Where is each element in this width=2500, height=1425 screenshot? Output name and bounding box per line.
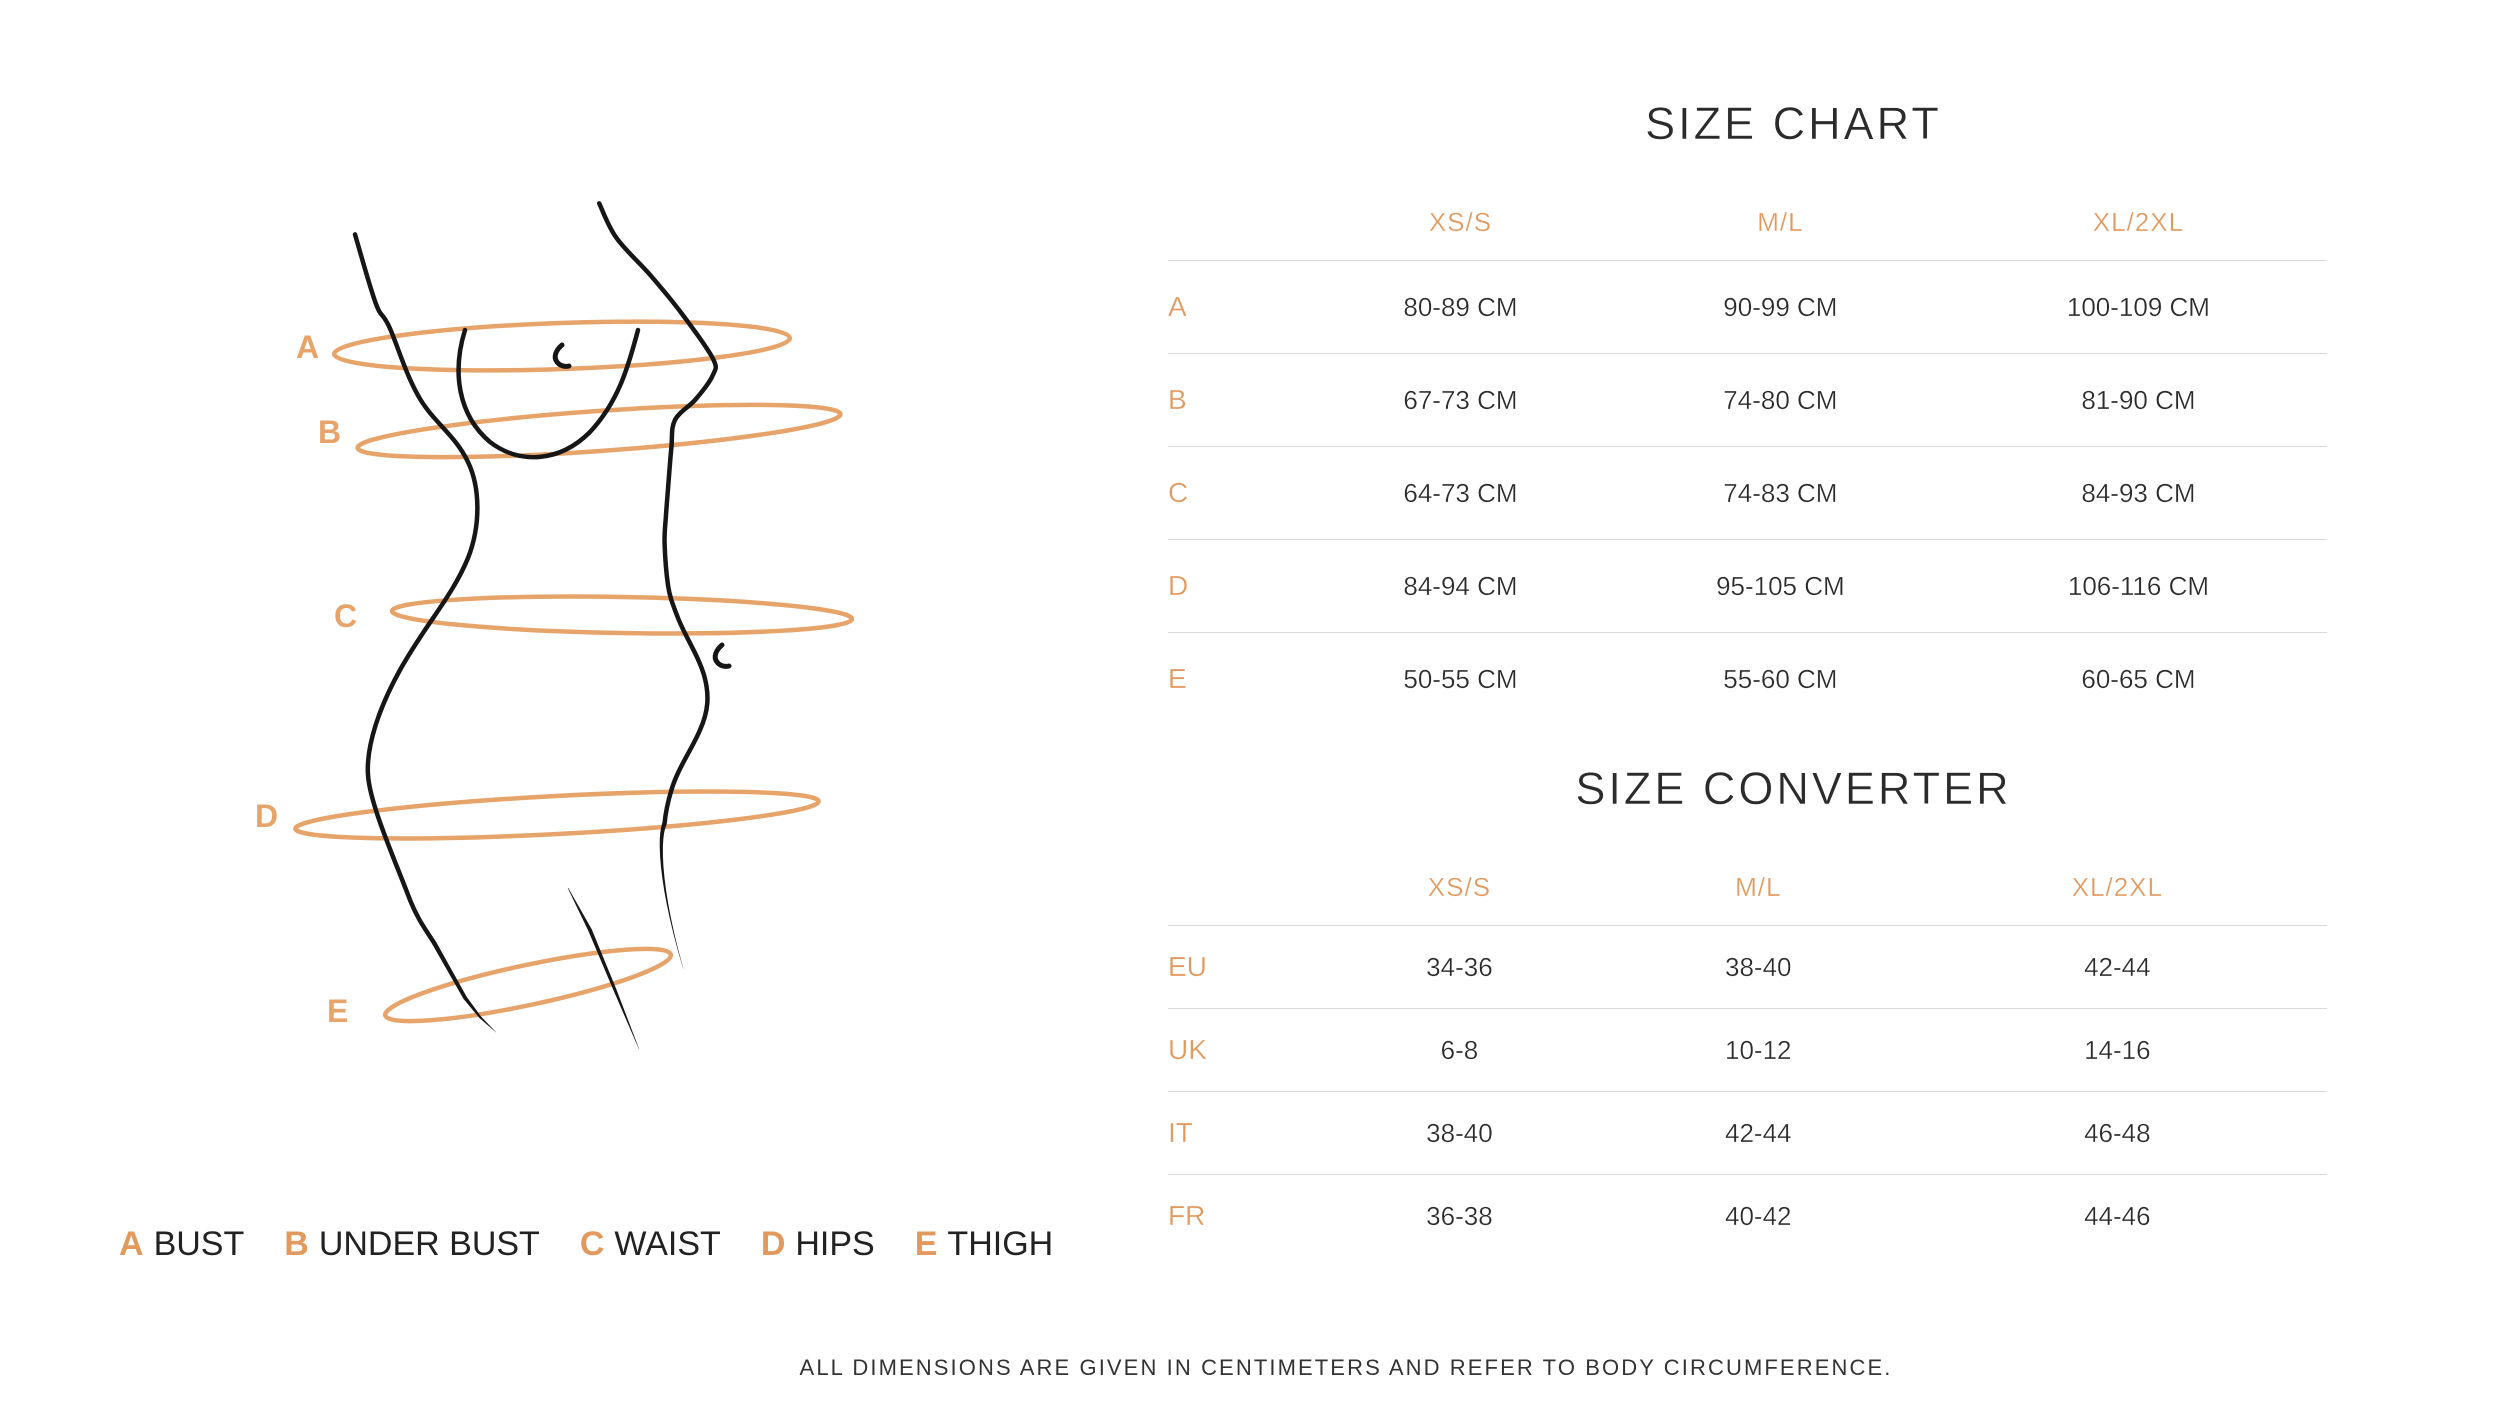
svg-text:B: B — [318, 414, 341, 450]
svg-text:D: D — [255, 798, 278, 834]
svg-text:C: C — [334, 598, 357, 634]
svg-text:A: A — [296, 329, 319, 365]
svg-text:E: E — [327, 993, 348, 1029]
